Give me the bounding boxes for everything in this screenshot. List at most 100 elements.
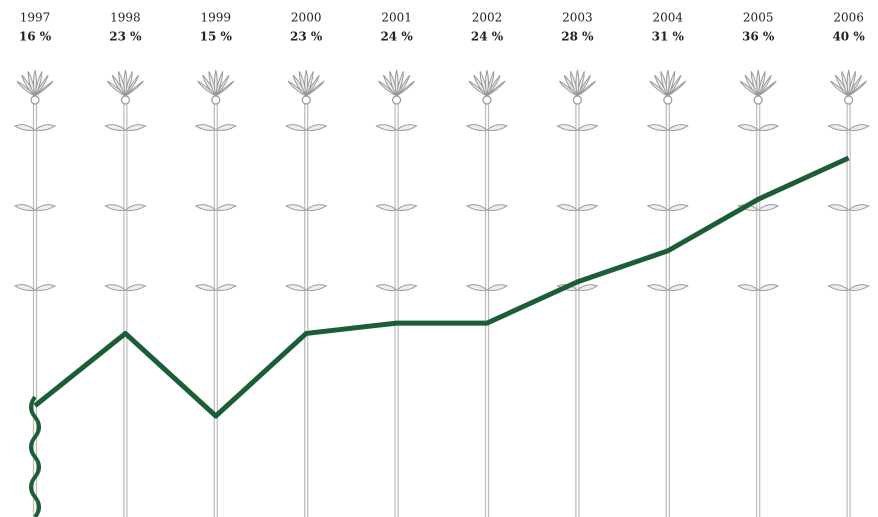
leaf [465, 284, 488, 291]
leaf [34, 284, 57, 291]
year-label: 2001 [381, 11, 412, 25]
leaf [285, 124, 307, 131]
petal [757, 80, 777, 97]
leaf [737, 284, 759, 291]
flower-bud [482, 95, 492, 105]
flower-bud [211, 95, 221, 105]
leaf [757, 284, 780, 291]
petal [34, 80, 54, 97]
value-label: 40 % [832, 30, 865, 44]
leaf [125, 124, 147, 131]
leaf [396, 284, 418, 291]
stem [737, 69, 780, 517]
stem [556, 69, 599, 517]
stem [104, 69, 147, 517]
year-label: 2002 [472, 11, 503, 25]
petal [124, 74, 140, 97]
flower-bud [30, 95, 40, 105]
leaf [667, 284, 689, 291]
leaf [848, 284, 870, 291]
leaf [486, 284, 509, 291]
petal [215, 74, 230, 97]
leaf [215, 284, 237, 291]
year-label: 2003 [562, 11, 593, 25]
leaf [646, 124, 669, 131]
leaf [215, 124, 237, 131]
leaf [104, 124, 126, 131]
leaf [848, 124, 870, 131]
leaf [827, 204, 849, 211]
leaf [125, 204, 147, 211]
value-label: 15 % [200, 30, 233, 44]
leaf [465, 204, 488, 211]
value-label: 31 % [652, 30, 685, 44]
flower-bud [843, 95, 854, 105]
leaf [848, 204, 870, 211]
data-line [33, 155, 850, 419]
year-label: 1997 [20, 11, 51, 25]
leaf [737, 124, 759, 131]
leaf [13, 284, 36, 291]
leaf [375, 284, 397, 291]
petal [848, 74, 863, 97]
leaf [305, 204, 328, 211]
value-label: 28 % [561, 30, 594, 44]
leaf [194, 284, 217, 291]
year-label: 2006 [833, 11, 864, 25]
leaf [486, 124, 509, 131]
leaf [104, 204, 126, 211]
leaf [305, 124, 328, 131]
leaf [667, 124, 689, 131]
leaf [104, 284, 126, 291]
leaf [486, 204, 509, 211]
leaf [667, 204, 689, 211]
petal [577, 80, 596, 97]
flower-bud [392, 95, 402, 105]
petal [576, 74, 592, 97]
flower-bud [753, 95, 763, 105]
leaf [646, 284, 669, 291]
petal [215, 80, 235, 97]
petal [396, 74, 411, 97]
leaf [375, 204, 397, 211]
flower-bud [663, 95, 673, 105]
leaf [577, 124, 599, 131]
value-label: 16 % [19, 30, 52, 44]
leaf [13, 204, 36, 211]
flower-bud [301, 95, 311, 105]
leaf [556, 124, 578, 131]
leaf [396, 124, 418, 131]
leaf [577, 204, 599, 211]
flower-bud [572, 95, 583, 105]
stem [646, 69, 689, 517]
petal [848, 80, 868, 97]
petal [305, 80, 325, 97]
stem [375, 69, 418, 517]
stem [194, 69, 237, 517]
leaf [757, 204, 780, 211]
petal [667, 74, 682, 97]
stem [465, 69, 509, 517]
leaf [215, 204, 237, 211]
leaf [827, 284, 849, 291]
value-label: 36 % [742, 30, 775, 44]
leaf [125, 284, 147, 291]
flower-bud [120, 95, 131, 105]
leaf [646, 204, 669, 211]
petal [125, 80, 144, 97]
petal [667, 80, 687, 97]
year-label: 2004 [653, 11, 684, 25]
leaf [396, 204, 418, 211]
petal [757, 74, 772, 97]
leaf [194, 124, 217, 131]
year-label: 1999 [201, 11, 232, 25]
vine [29, 395, 41, 517]
leaf [285, 204, 307, 211]
leaf [757, 124, 780, 131]
leaf [285, 284, 307, 291]
petal [305, 74, 320, 97]
leaf [577, 284, 599, 291]
leaf [34, 204, 57, 211]
leaf [375, 124, 397, 131]
